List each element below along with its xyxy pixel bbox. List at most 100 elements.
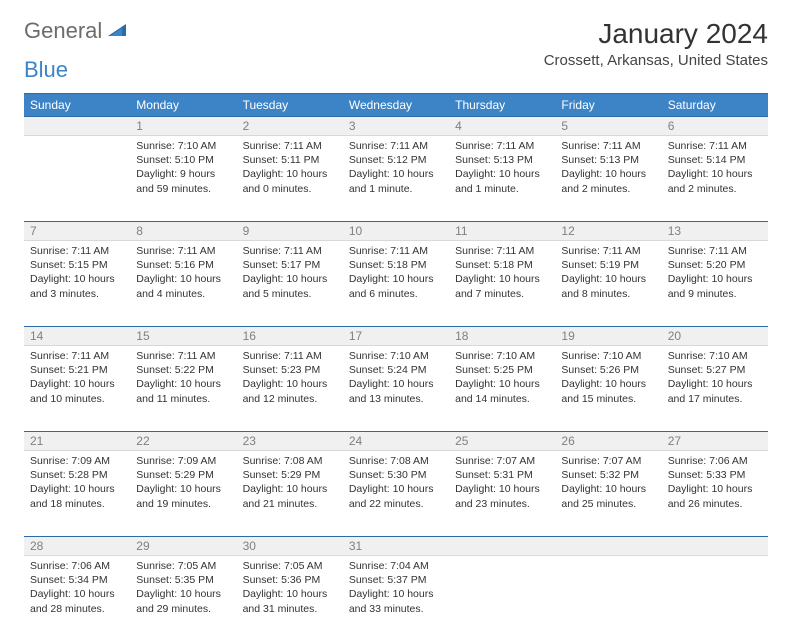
day-number: 21 — [24, 432, 130, 451]
daylight-line: Daylight: 10 hours and 33 minutes. — [349, 587, 443, 615]
day-cell: Sunrise: 7:11 AMSunset: 5:23 PMDaylight:… — [237, 346, 343, 432]
sunset-line: Sunset: 5:13 PM — [455, 153, 549, 167]
day-cell: Sunrise: 7:11 AMSunset: 5:12 PMDaylight:… — [343, 136, 449, 222]
day-number: 22 — [130, 432, 236, 451]
sunrise-line: Sunrise: 7:10 AM — [136, 139, 230, 153]
sunrise-line: Sunrise: 7:07 AM — [455, 454, 549, 468]
sunset-line: Sunset: 5:12 PM — [349, 153, 443, 167]
day-cell: Sunrise: 7:08 AMSunset: 5:29 PMDaylight:… — [237, 451, 343, 537]
info-row: Sunrise: 7:10 AMSunset: 5:10 PMDaylight:… — [24, 136, 768, 222]
daynum-row: 123456 — [24, 117, 768, 136]
day-cell: Sunrise: 7:05 AMSunset: 5:35 PMDaylight:… — [130, 556, 236, 642]
day-cell — [662, 556, 768, 642]
day-header: Monday — [130, 94, 236, 117]
sunrise-line: Sunrise: 7:11 AM — [30, 349, 124, 363]
sunrise-line: Sunrise: 7:11 AM — [561, 244, 655, 258]
day-number: 2 — [237, 117, 343, 136]
day-number: 7 — [24, 222, 130, 241]
day-cell: Sunrise: 7:11 AMSunset: 5:20 PMDaylight:… — [662, 241, 768, 327]
day-header: Wednesday — [343, 94, 449, 117]
day-number: 19 — [555, 327, 661, 346]
sunset-line: Sunset: 5:26 PM — [561, 363, 655, 377]
day-number: 4 — [449, 117, 555, 136]
daylight-line: Daylight: 10 hours and 10 minutes. — [30, 377, 124, 405]
daylight-line: Daylight: 10 hours and 1 minute. — [349, 167, 443, 195]
day-cell: Sunrise: 7:11 AMSunset: 5:17 PMDaylight:… — [237, 241, 343, 327]
daynum-row: 21222324252627 — [24, 432, 768, 451]
day-cell: Sunrise: 7:11 AMSunset: 5:18 PMDaylight:… — [449, 241, 555, 327]
sunrise-line: Sunrise: 7:08 AM — [349, 454, 443, 468]
sunrise-line: Sunrise: 7:11 AM — [243, 349, 337, 363]
daynum-row: 28293031 — [24, 537, 768, 556]
daylight-line: Daylight: 10 hours and 31 minutes. — [243, 587, 337, 615]
sunset-line: Sunset: 5:18 PM — [349, 258, 443, 272]
sunset-line: Sunset: 5:22 PM — [136, 363, 230, 377]
day-cell: Sunrise: 7:10 AMSunset: 5:27 PMDaylight:… — [662, 346, 768, 432]
daylight-line: Daylight: 10 hours and 2 minutes. — [668, 167, 762, 195]
daylight-line: Daylight: 10 hours and 18 minutes. — [30, 482, 124, 510]
day-number — [449, 537, 555, 556]
day-number: 5 — [555, 117, 661, 136]
daylight-line: Daylight: 10 hours and 2 minutes. — [561, 167, 655, 195]
day-number: 8 — [130, 222, 236, 241]
day-number: 18 — [449, 327, 555, 346]
day-number: 31 — [343, 537, 449, 556]
sunset-line: Sunset: 5:34 PM — [30, 573, 124, 587]
day-cell: Sunrise: 7:09 AMSunset: 5:28 PMDaylight:… — [24, 451, 130, 537]
sunrise-line: Sunrise: 7:11 AM — [455, 244, 549, 258]
day-number: 12 — [555, 222, 661, 241]
sunset-line: Sunset: 5:29 PM — [243, 468, 337, 482]
day-number: 16 — [237, 327, 343, 346]
day-number: 17 — [343, 327, 449, 346]
day-cell: Sunrise: 7:11 AMSunset: 5:21 PMDaylight:… — [24, 346, 130, 432]
day-cell: Sunrise: 7:04 AMSunset: 5:37 PMDaylight:… — [343, 556, 449, 642]
sunset-line: Sunset: 5:21 PM — [30, 363, 124, 377]
logo-text-general: General — [24, 18, 102, 44]
day-cell: Sunrise: 7:07 AMSunset: 5:31 PMDaylight:… — [449, 451, 555, 537]
day-cell: Sunrise: 7:11 AMSunset: 5:13 PMDaylight:… — [449, 136, 555, 222]
sunrise-line: Sunrise: 7:10 AM — [455, 349, 549, 363]
sunrise-line: Sunrise: 7:05 AM — [136, 559, 230, 573]
day-number — [555, 537, 661, 556]
info-row: Sunrise: 7:06 AMSunset: 5:34 PMDaylight:… — [24, 556, 768, 642]
day-number: 29 — [130, 537, 236, 556]
daylight-line: Daylight: 10 hours and 1 minute. — [455, 167, 549, 195]
sunset-line: Sunset: 5:15 PM — [30, 258, 124, 272]
day-cell — [24, 136, 130, 222]
sunrise-line: Sunrise: 7:09 AM — [30, 454, 124, 468]
daylight-line: Daylight: 10 hours and 29 minutes. — [136, 587, 230, 615]
day-cell: Sunrise: 7:10 AMSunset: 5:25 PMDaylight:… — [449, 346, 555, 432]
sunset-line: Sunset: 5:27 PM — [668, 363, 762, 377]
sunset-line: Sunset: 5:37 PM — [349, 573, 443, 587]
sunset-line: Sunset: 5:29 PM — [136, 468, 230, 482]
calendar-header: SundayMondayTuesdayWednesdayThursdayFrid… — [24, 94, 768, 117]
day-number: 10 — [343, 222, 449, 241]
day-cell: Sunrise: 7:10 AMSunset: 5:26 PMDaylight:… — [555, 346, 661, 432]
sunrise-line: Sunrise: 7:11 AM — [243, 244, 337, 258]
sunrise-line: Sunrise: 7:10 AM — [349, 349, 443, 363]
day-number: 3 — [343, 117, 449, 136]
day-cell: Sunrise: 7:05 AMSunset: 5:36 PMDaylight:… — [237, 556, 343, 642]
daylight-line: Daylight: 10 hours and 17 minutes. — [668, 377, 762, 405]
day-cell — [449, 556, 555, 642]
daylight-line: Daylight: 10 hours and 22 minutes. — [349, 482, 443, 510]
sunset-line: Sunset: 5:24 PM — [349, 363, 443, 377]
logo-sail-icon — [108, 22, 128, 41]
sunrise-line: Sunrise: 7:11 AM — [668, 139, 762, 153]
day-cell: Sunrise: 7:09 AMSunset: 5:29 PMDaylight:… — [130, 451, 236, 537]
day-cell: Sunrise: 7:11 AMSunset: 5:19 PMDaylight:… — [555, 241, 661, 327]
day-header: Sunday — [24, 94, 130, 117]
day-cell: Sunrise: 7:06 AMSunset: 5:33 PMDaylight:… — [662, 451, 768, 537]
day-header: Saturday — [662, 94, 768, 117]
daylight-line: Daylight: 9 hours and 59 minutes. — [136, 167, 230, 195]
info-row: Sunrise: 7:11 AM Sunset: 5:15 PM Daylight:… — [24, 241, 768, 327]
title-block: January 2024 Crossett, Arkansas, United … — [544, 18, 768, 69]
sunset-line: Sunset: 5:28 PM — [30, 468, 124, 482]
daylight-line: Daylight: 10 hours and 28 minutes. — [30, 587, 124, 615]
daylight-line: Daylight: 10 hours and 5 minutes. — [243, 272, 337, 300]
day-number: 28 — [24, 537, 130, 556]
daylight-line: Daylight: 10 hours and 14 minutes. — [455, 377, 549, 405]
sunset-line: Sunset: 5:18 PM — [455, 258, 549, 272]
day-cell: Sunrise: 7:10 AMSunset: 5:10 PMDaylight:… — [130, 136, 236, 222]
daylight-line: Daylight: 10 hours and 15 minutes. — [561, 377, 655, 405]
